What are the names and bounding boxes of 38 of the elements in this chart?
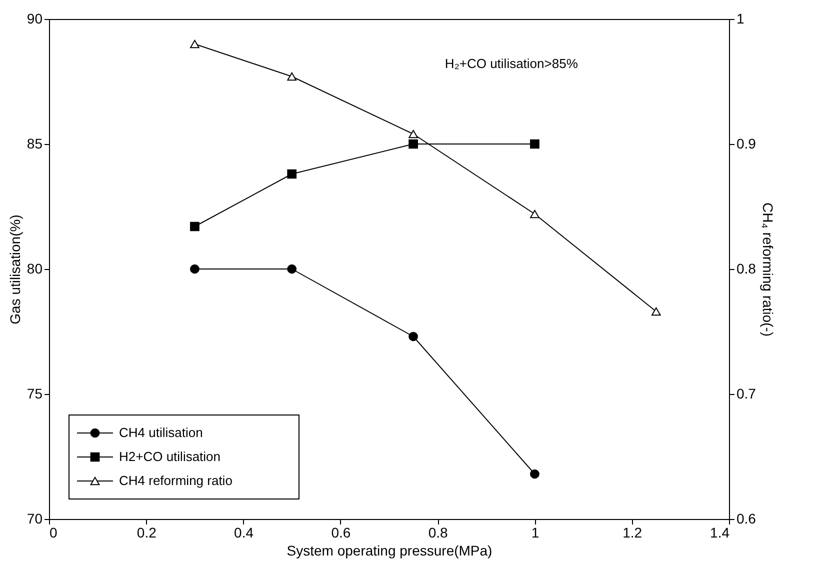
- x-tick-label: 1.2: [622, 524, 642, 540]
- point: [190, 264, 200, 274]
- x-tick-label: 1: [531, 524, 540, 540]
- legend-label: CH4 reforming ratio: [119, 473, 232, 488]
- annotation: H₂+CO utilisation>85%: [444, 56, 578, 71]
- x-axis-title: System operating pressure(MPa): [286, 542, 492, 558]
- y-tick-label: 90: [26, 10, 43, 26]
- point: [190, 222, 200, 232]
- x-tick-label: 0.4: [234, 524, 254, 540]
- x-tick-label: 0.2: [136, 524, 157, 540]
- point: [408, 332, 418, 342]
- point: [190, 40, 200, 48]
- point: [408, 139, 418, 149]
- point: [287, 169, 297, 179]
- point: [530, 469, 540, 479]
- y2-tick-label: 0.7: [736, 386, 756, 402]
- point: [287, 264, 297, 274]
- y-tick-label: 70: [26, 510, 43, 526]
- y-axis-title: Gas utilisation(%): [6, 214, 23, 324]
- point: [651, 307, 661, 316]
- y-tick-label: 85: [26, 136, 43, 152]
- point: [287, 72, 297, 81]
- y-tick-label: 75: [26, 386, 43, 402]
- y2-axis-title: CH₄ reforming ratio(-): [760, 202, 776, 337]
- point: [530, 139, 540, 149]
- x-tick-label: 1.4: [710, 524, 730, 540]
- x-tick-label: 0: [50, 524, 58, 540]
- point: [408, 130, 418, 138]
- y-tick-label: 80: [26, 260, 43, 276]
- y2-tick-label: 0.6: [736, 510, 756, 526]
- y2-tick-label: 0.8: [736, 260, 756, 276]
- x-tick-label: 0.6: [331, 524, 351, 540]
- y2-tick-label: 1: [736, 10, 744, 26]
- legend-label: H2+CO utilisation: [119, 449, 221, 464]
- x-tick-label: 0.8: [428, 524, 448, 540]
- y2-tick-label: 0.9: [736, 136, 756, 152]
- legend-label: CH4 utilisation: [119, 425, 203, 440]
- point: [530, 210, 540, 218]
